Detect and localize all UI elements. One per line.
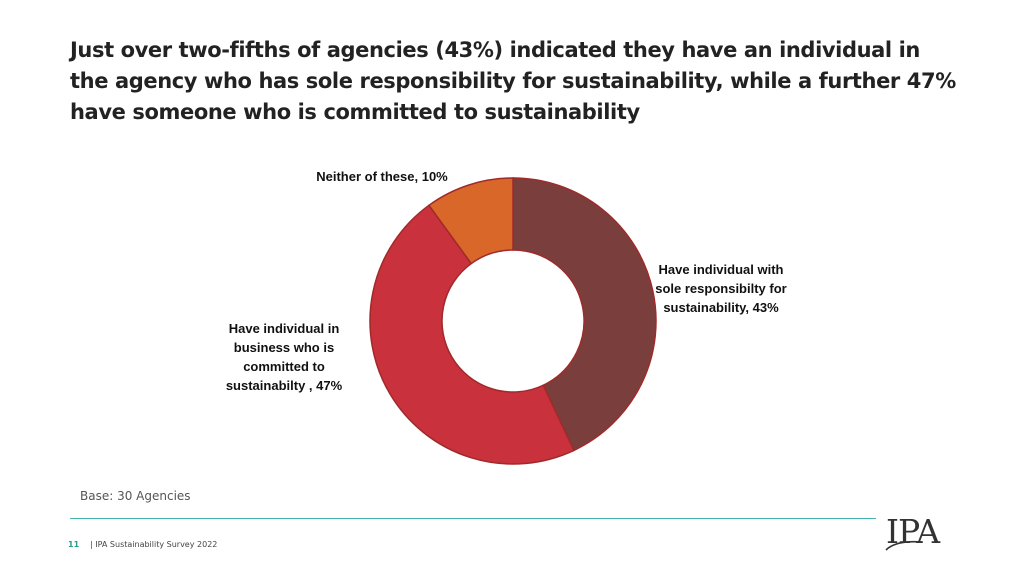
base-note: Base: 30 Agencies <box>80 489 191 503</box>
donut-slices <box>369 177 657 465</box>
slice-label-line: business who is <box>234 340 334 355</box>
title-line-2: the agency who has sole responsibility f… <box>70 69 956 93</box>
slice-label-line: Neither of these, 10% <box>316 169 448 184</box>
slice-label-line: committed to <box>243 359 325 374</box>
donut-slice-3 <box>427 177 514 265</box>
page-number: 11 <box>68 540 80 549</box>
donut-labels: Have individual with sole responsibilty f… <box>226 169 787 393</box>
slice-label-2: Have individual in business who is committ… <box>226 321 343 393</box>
logo-swoosh-icon <box>885 540 923 551</box>
footer-text: | IPA Sustainability Survey 2022 <box>90 540 218 549</box>
footer-divider <box>70 518 876 519</box>
slice-label-1: Have individual with sole responsibilty f… <box>655 262 786 315</box>
donut-slice-2 <box>369 204 575 465</box>
title-line-1: Just over two-fifths of agencies (43%) i… <box>70 38 920 62</box>
slice-label-line: sustainability, 43% <box>663 300 779 315</box>
page-title: Just over two-fifths of agencies (43%) i… <box>70 35 956 128</box>
slice-label-line: sustainabilty , 47% <box>226 378 343 393</box>
title-line-3: have someone who is committed to sustain… <box>70 100 640 124</box>
slice-label-line: Have individual in <box>229 321 340 336</box>
slice-label-3: Neither of these, 10% <box>316 169 448 184</box>
slice-label-line: sole responsibilty for <box>655 281 786 296</box>
donut-slice-1 <box>512 177 657 452</box>
slice-label-line: Have individual with <box>659 262 784 277</box>
